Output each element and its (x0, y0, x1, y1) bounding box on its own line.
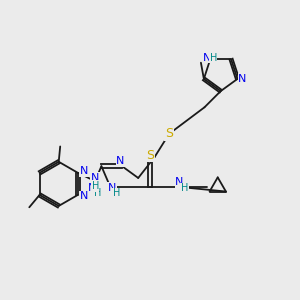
Text: N: N (80, 191, 88, 201)
Text: N: N (175, 177, 184, 188)
Text: H: H (181, 183, 188, 193)
Text: N: N (238, 74, 247, 84)
Text: H: H (92, 181, 99, 191)
Text: H: H (94, 188, 101, 198)
Text: S: S (165, 127, 173, 140)
Text: N: N (88, 183, 96, 193)
Text: N: N (91, 173, 99, 183)
Text: N: N (202, 53, 211, 63)
Text: N: N (80, 166, 88, 176)
Text: H: H (113, 188, 120, 198)
Text: N: N (107, 183, 116, 193)
Text: S: S (146, 148, 154, 161)
Text: H: H (209, 53, 217, 63)
Text: N: N (116, 156, 125, 166)
